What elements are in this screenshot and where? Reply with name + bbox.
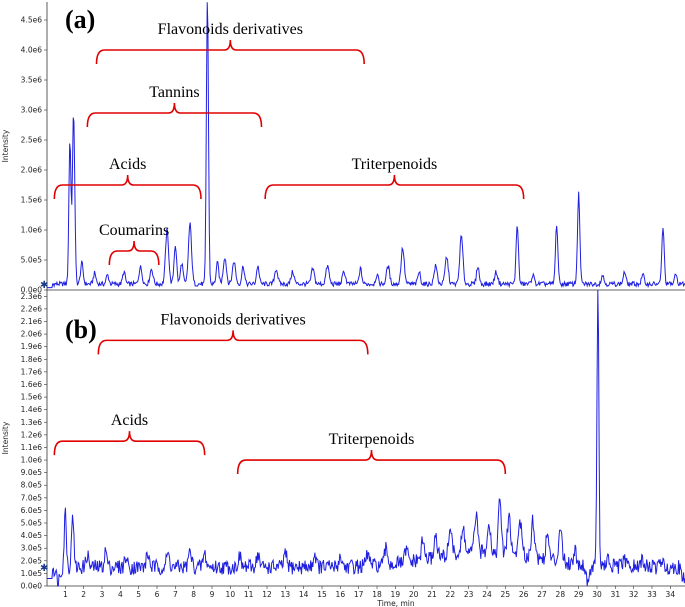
x-tick-label: 12	[262, 590, 272, 599]
group-brace	[97, 330, 369, 355]
x-tick-label: 26	[519, 590, 529, 599]
x-tick-label: 4	[118, 590, 123, 599]
y-tick-label: 1.4e6	[21, 405, 43, 414]
y-tick-label: 8.0e5	[21, 481, 43, 490]
y-tick-label: 1.8e6	[21, 355, 43, 364]
group-brace	[108, 240, 160, 266]
y-tick-label: 4.0e6	[21, 46, 43, 55]
x-tick-label: 19	[391, 590, 401, 599]
x-tick-label: 32	[629, 590, 639, 599]
group-label: Acids	[109, 156, 146, 173]
y-tick-label: 1.3e6	[21, 418, 43, 427]
x-tick-label: 17	[354, 590, 364, 599]
group-brace	[53, 174, 202, 200]
x-tick-label: 23	[464, 590, 474, 599]
group-brace	[95, 39, 365, 65]
chromatogram-trace	[47, 2, 685, 289]
x-tick-label: 11	[244, 590, 254, 599]
group-label: Coumarins	[99, 222, 169, 239]
y-tick-label: 1.2e6	[21, 430, 43, 439]
y-tick-label: 0.0e0	[21, 286, 43, 295]
x-tick-label: 20	[409, 590, 419, 599]
x-tick-label: 6	[155, 590, 160, 599]
y-tick-label: 3.5e6	[21, 76, 43, 85]
x-tick-label: 27	[537, 590, 547, 599]
x-tick-label: 3	[100, 590, 105, 599]
y-tick-label: 2.2e6	[21, 304, 43, 313]
x-tick-label: 34	[666, 590, 676, 599]
panel-b-chart: 0.0e0 1.0e5 2.0e5 3.0e5 4.0e5 5.0e5 6.0e5 7.0e5…	[1, 289, 685, 607]
x-tick-label: 25	[501, 590, 511, 599]
x-tick-label: 31	[611, 590, 621, 599]
y-tick-label: 1.5e6	[21, 196, 43, 205]
y-tick-label: 4.5e6	[21, 16, 43, 25]
y-tick-label: 2.5e6	[21, 136, 43, 145]
x-tick-label: 8	[191, 590, 196, 599]
x-tick-label: 5	[136, 590, 141, 599]
y-tick-label: 5.0e5	[21, 256, 43, 265]
y-tick-label: 1.7e6	[21, 367, 43, 376]
y-tick-label: 1.1e6	[21, 443, 43, 452]
y-tick-label: 9.0e5	[21, 468, 43, 477]
y-tick-label: 5.0e5	[21, 519, 43, 528]
x-tick-label: 16	[336, 590, 346, 599]
x-tick-label: 29	[574, 590, 584, 599]
x-tick-label: 14	[299, 590, 309, 599]
x-tick-label: 18	[372, 590, 382, 599]
y-tick-label: 2.0e6	[21, 166, 43, 175]
x-tick-label: 30	[592, 590, 602, 599]
y-tick-label: 7.0e5	[21, 493, 43, 502]
x-tick-label: 13	[281, 590, 291, 599]
y-axis-title: Intensity	[1, 421, 10, 454]
group-brace	[236, 450, 507, 475]
group-label: Triterpenoids	[329, 431, 415, 448]
y-tick-label: 1.0e6	[21, 456, 43, 465]
y-tick-label: 2.1e6	[21, 317, 43, 326]
start-marker-icon: ✱	[40, 280, 48, 291]
x-tick-label: 15	[317, 590, 327, 599]
y-tick-label: 6.0e5	[21, 506, 43, 515]
group-label: Triterpenoids	[352, 156, 438, 173]
x-tick-label: 10	[226, 590, 236, 599]
y-tick-label: 3.0e6	[21, 106, 43, 115]
y-tick-label: 2.0e6	[21, 330, 43, 339]
y-tick-label: 4.0e5	[21, 531, 43, 540]
panel-label: (a)	[65, 5, 95, 34]
group-label: Flavonoids derivatives	[160, 311, 305, 328]
chromatogram-trace	[47, 289, 685, 587]
x-tick-label: 22	[446, 590, 456, 599]
x-axis-title: Time, min	[376, 599, 415, 607]
group-brace	[264, 174, 525, 200]
panel-a-chart: 0.0e0 5.0e5 1.0e6 1.5e6 2.0e6 2.5e6 3.0e6 3.5e6…	[1, 2, 685, 295]
group-brace	[86, 102, 263, 128]
group-label: Tannins	[149, 84, 199, 101]
panel-label: (b)	[65, 315, 97, 344]
x-tick-label: 24	[482, 590, 492, 599]
x-tick-label: 1	[63, 590, 68, 599]
y-tick-label: 1.5e6	[21, 393, 43, 402]
y-tick-label: 3.0e5	[21, 544, 43, 553]
y-tick-label: 1.9e6	[21, 342, 43, 351]
y-tick-label: 1.6e6	[21, 380, 43, 389]
group-brace	[53, 431, 206, 456]
x-tick-label: 21	[427, 590, 437, 599]
y-tick-label: 1.0e5	[21, 569, 43, 578]
x-tick-label: 7	[173, 590, 178, 599]
x-tick-label: 28	[556, 590, 566, 599]
x-tick-label: 33	[647, 590, 657, 599]
y-tick-label: 0.0e0	[21, 582, 43, 591]
group-label: Acids	[111, 412, 148, 429]
y-axis-title: Intensity	[1, 129, 10, 162]
start-marker-icon: ✱	[40, 563, 48, 574]
x-tick-label: 2	[81, 590, 86, 599]
y-tick-label: 2.3e6	[21, 292, 43, 301]
y-tick-label: 1.0e6	[21, 226, 43, 235]
y-tick-label: 2.0e5	[21, 556, 43, 565]
group-label: Flavonoids derivatives	[158, 21, 303, 38]
x-tick-label: 9	[210, 590, 215, 599]
